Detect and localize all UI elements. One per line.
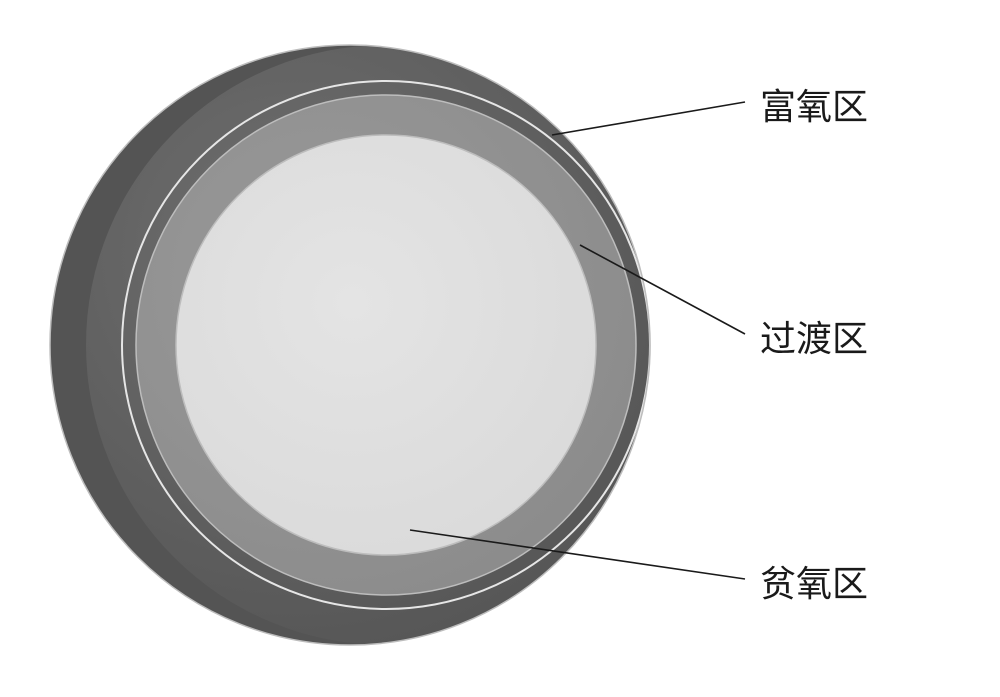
leader-outer [552, 102, 745, 135]
label-oxygen-poor: 贫氧区 [760, 555, 868, 607]
leader-mid [580, 245, 745, 334]
label-oxygen-rich: 富氧区 [760, 78, 868, 130]
label-transition: 过渡区 [760, 310, 868, 362]
leader-inner [410, 530, 745, 579]
